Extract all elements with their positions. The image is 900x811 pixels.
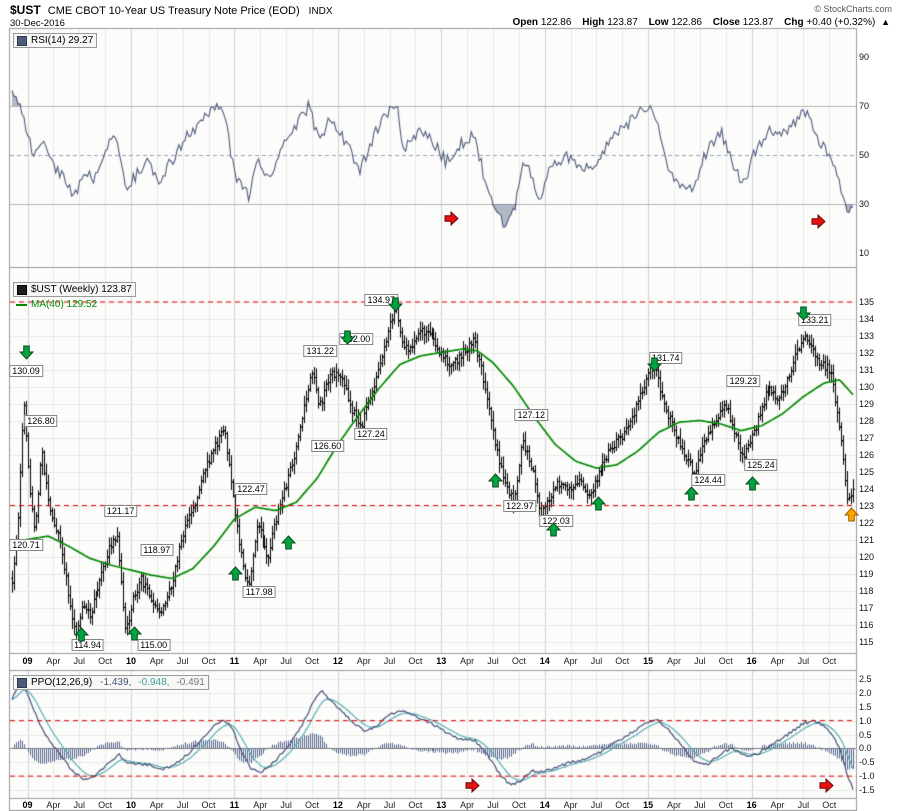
ma-swatch-icon [16,303,27,306]
quote-label-open: Open [512,17,539,28]
ppo-legend: PPO(12,26,9) -1.439, -0.948, -0.491 [13,675,209,690]
quote-label-close: Close [712,17,740,28]
copyright-text: © StockCharts.com [814,4,892,14]
quote-label-low: Low [648,17,669,28]
ppo-swatch-icon [17,677,27,688]
price-swatch-icon [17,284,27,295]
quote-label-high: High [582,17,605,28]
quote-value-open: 122.86 [540,17,572,28]
ma-legend: MA(40) 129.52 [16,299,97,310]
ppo-signal-value: -0.948, [138,677,170,688]
rsi-legend-label: RSI(14) 29.27 [31,35,94,46]
subheader: 30-Dec-2016 Open 122.86 High 123.87 Low … [10,17,892,29]
rsi-legend: RSI(14) 29.27 [13,33,98,48]
instrument-name: CME CBOT 10-Year US Treasury Note Price … [47,5,300,17]
ticker-symbol: $UST [10,3,41,17]
quote-value-high: 123.87 [607,17,638,28]
ma-legend-label: MA(40) 129.52 [31,299,98,310]
quote-value-low: 122.86 [671,17,702,28]
header: $UST CME CBOT 10-Year US Treasury Note P… [10,3,892,17]
chart-date: 30-Dec-2016 [10,18,65,29]
quote-value-chg: +0.40 (+0.32%) [806,17,876,28]
quote-summary: Open 122.86 High 123.87 Low 122.86 Close… [504,17,890,28]
ppo-value: -1.439, [100,677,132,688]
ppo-hist-value: -0.491 [176,677,205,688]
quote-label-chg: Chg [784,17,804,28]
price-legend: $UST (Weekly) 123.87 [13,282,136,297]
price-legend-label: $UST (Weekly) 123.87 [31,284,132,295]
exchange-label: INDX [308,6,333,17]
rsi-swatch-icon [17,35,27,46]
quote-value-close: 123.87 [742,17,774,28]
ppo-legend-label: PPO(12,26,9) [31,677,93,688]
change-up-triangle-icon: ▲ [881,17,890,27]
